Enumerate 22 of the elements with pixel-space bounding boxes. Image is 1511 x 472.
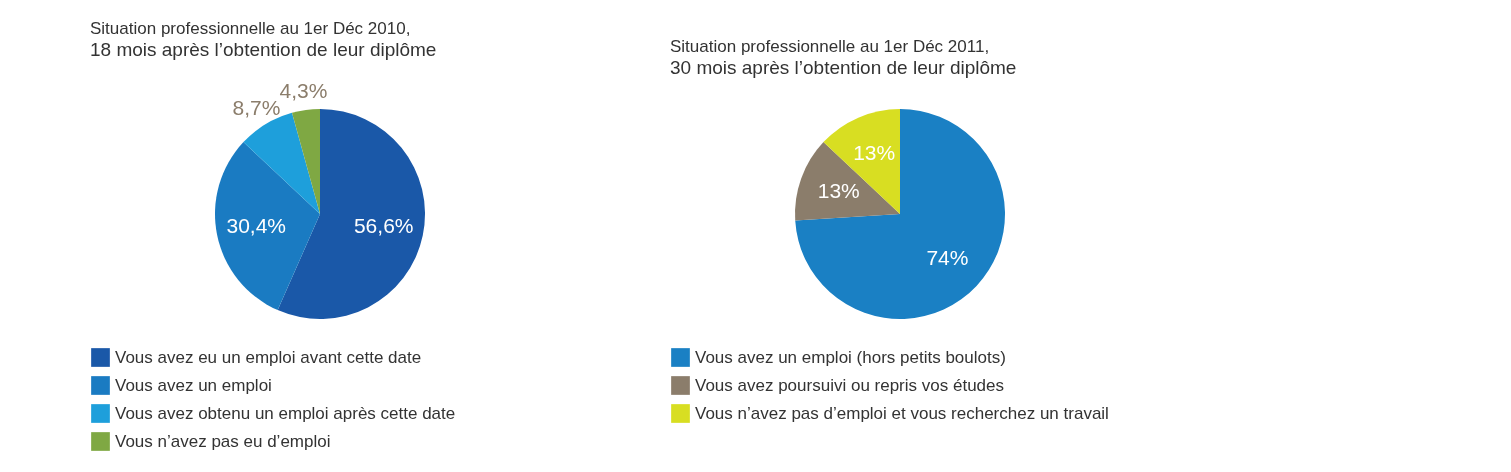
chart-subtitle: 18 mois après l’obtention de leur diplôme	[90, 39, 437, 61]
chart-subtitle: 30 mois après l’obtention de leur diplôme	[670, 57, 1017, 78]
pie-slice	[795, 142, 900, 221]
data-label: 13%	[853, 141, 896, 165]
legend-label: Vous n’avez pas d’emploi et vous recherchez un travail	[695, 403, 1109, 423]
legend-label: Vous n’avez pas eu d’emploi	[115, 431, 331, 451]
legend-label: Vous avez poursuivi ou repris vos études	[695, 375, 1005, 395]
legend-label: Vous avez un emploi	[115, 375, 272, 395]
pie-slice	[795, 109, 1005, 319]
data-label: 4,3%	[279, 79, 328, 103]
chart-title: Situation professionnelle au 1er Déc 2010,	[90, 19, 411, 39]
data-label: 30,4%	[226, 214, 286, 237]
data-label: 8,7%	[232, 95, 281, 119]
pie-slice	[291, 109, 320, 214]
data-label: 13%	[817, 178, 860, 202]
chart-title: Situation professionnelle au 1er Déc 2011,	[670, 37, 990, 56]
pie-slice	[215, 142, 320, 311]
data-label: 74%	[926, 245, 969, 269]
legend-label: Vous avez un emploi (hors petits boulots)	[695, 347, 1006, 367]
legend-label: Vous avez eu un emploi avant cette date	[115, 347, 422, 367]
legend-label: Vous avez obtenu un emploi après cette date	[115, 403, 456, 423]
data-label: 56,6%	[353, 214, 414, 238]
